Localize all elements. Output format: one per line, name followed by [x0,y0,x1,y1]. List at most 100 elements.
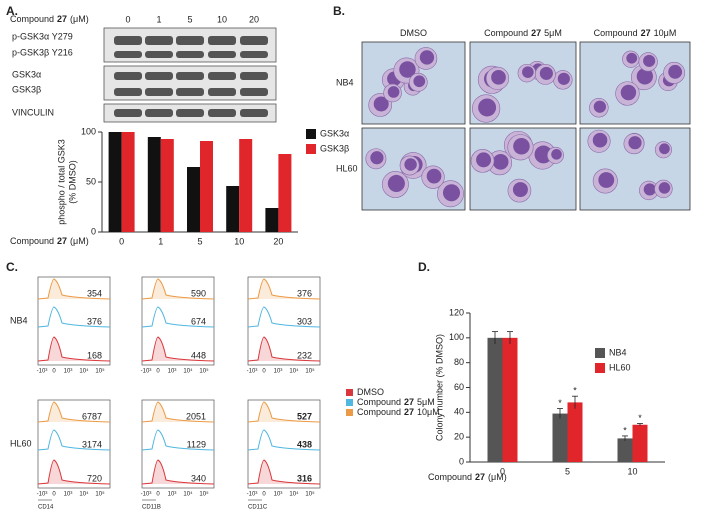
dose-label: 5 [187,14,192,24]
flow-value: 232 [297,350,312,360]
bar [552,413,568,462]
blot-band [208,51,236,58]
legend-swatch [346,399,353,406]
nucleus [551,149,562,160]
flow-panel [247,276,321,366]
micrograph-column-label-part: 27 [641,28,651,38]
flow-histogram [247,429,321,451]
flow-axis-tick: 10⁵ [95,368,105,375]
flow-histogram [141,459,215,485]
flow-histogram [37,306,111,328]
blot-label: GSK3α [12,69,41,79]
x-axis-label-part: (μM) [488,472,507,482]
blot-band [145,72,173,80]
dose-label: 10 [217,14,227,24]
x-axis-label: Compound 27 (μM) [428,472,507,482]
y-axis-label: phospho / total GSK3 [56,139,66,225]
nucleus [668,64,683,79]
blot-band [240,51,268,58]
x-axis-label-part: Compound [428,472,472,482]
blot-label: p-GSK3β Y216 [12,47,73,57]
blot-band [145,51,173,58]
blot-header-part: 27 [57,14,67,24]
legend-label-part: Compound [357,407,401,417]
y-tick-label: 100 [449,332,464,342]
blot-band [208,109,236,117]
x-axis-label-part: 27 [57,236,67,246]
flow-histogram [141,401,215,423]
y-tick-label: 0 [91,226,96,236]
nucleus [387,86,400,98]
nucleus [478,98,497,117]
flow-axis-tick: 10⁵ [95,491,105,498]
nucleus [476,152,492,168]
y-axis-label: (% DMSO) [67,160,77,204]
legend-label-part: 27 [404,397,414,407]
nucleus [404,158,417,171]
flow-histogram [247,278,321,300]
flow-value: 674 [191,316,206,326]
y-tick-label: 40 [454,407,464,417]
bar [160,139,174,232]
flow-histogram [141,278,215,300]
nucleus [557,72,570,85]
bar [632,424,648,462]
flow-value: 720 [87,473,102,483]
y-tick-label: 0 [459,456,464,466]
legend-swatch [306,144,316,154]
blot-band [176,88,204,96]
x-tick-label: 1 [158,236,163,246]
flow-value: 590 [191,288,206,298]
blot-band [114,72,142,80]
flow-value: 168 [87,350,102,360]
blot-band [208,88,236,96]
blot-band [240,88,268,96]
flow-axis-tick: 10⁴ [289,368,299,375]
y-tick-label: 120 [449,307,464,317]
flow-axis-tick: -10³ [37,369,48,375]
flow-axis-tick: -10³ [247,492,258,498]
flow-value: 376 [87,316,102,326]
bar [239,139,253,232]
micrograph-column-label: Compound 27 5μM [484,28,562,38]
nucleus [413,75,426,88]
bar [226,186,240,232]
significance: * [558,398,562,408]
flow-histogram [247,306,321,328]
bar [278,154,292,232]
blot-band [145,36,173,45]
x-tick-label: 0 [119,236,124,246]
flow-value: 527 [297,411,312,421]
legend-label-part: Compound [357,397,401,407]
x-axis-label-part: 27 [475,472,485,482]
flow-panel [141,399,215,489]
dose-label: 0 [125,14,130,24]
panel-label: A. [6,4,18,18]
blot-label: GSK3β [12,84,41,94]
bar [617,438,633,462]
y-tick-label: 80 [454,357,464,367]
nucleus [442,184,461,202]
blot-label: VINCULIN [12,107,54,117]
flow-axis-tick: 10³ [64,492,73,498]
micrograph-row-label: NB4 [336,77,354,87]
flow-axis-tick: -10³ [141,492,152,498]
legend-swatch [346,389,353,396]
blot-band [208,36,236,45]
flow-axis-tick: 10⁴ [79,491,89,498]
nucleus [643,183,656,196]
flow-axis-tick: -10³ [141,369,152,375]
micrograph-column-label-part: 5μM [544,28,562,38]
y-tick-label: 50 [86,176,96,186]
blot-band [176,51,204,58]
flow-axis-tick: 10³ [168,369,177,375]
micrograph-column-label: DMSO [400,28,427,38]
blot-band [176,36,204,45]
legend-label: HL60 [609,362,631,372]
nucleus [373,96,389,112]
y-axis-label: Colony number (% DMSO) [434,334,444,441]
flow-axis-tick: 0 [52,492,56,498]
flow-axis-tick: 10⁵ [305,368,315,375]
flow-axis-tick: -10³ [37,492,48,498]
